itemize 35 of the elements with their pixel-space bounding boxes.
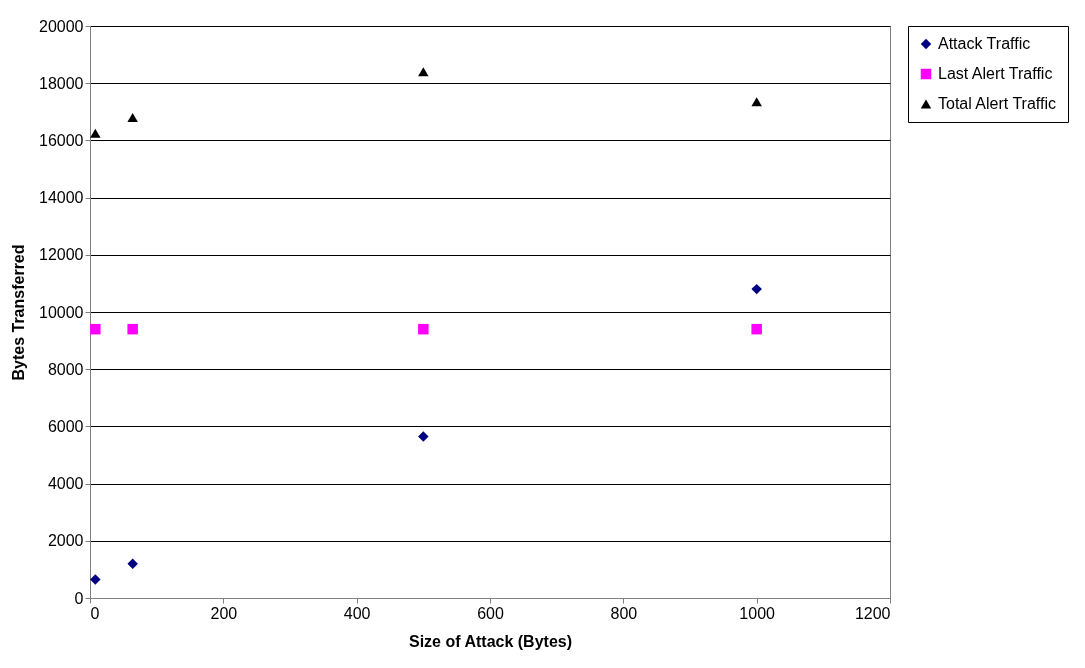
point xyxy=(751,283,762,295)
x-tick-label: 1200 xyxy=(854,604,891,622)
y-tick-label: 16000 xyxy=(39,131,84,149)
point xyxy=(90,574,101,585)
x-axis-title: Size of Attack (Bytes) xyxy=(409,632,572,650)
y-axis-title: Bytes Transferred xyxy=(10,244,28,381)
y-tick-label: 12000 xyxy=(39,246,84,264)
y-tick-label: 4000 xyxy=(47,475,84,493)
point xyxy=(127,558,138,569)
legend-label: Total Alert Traffic xyxy=(938,95,1056,112)
x-tick-label: 800 xyxy=(610,604,638,622)
legend-label: Last Alert Traffic xyxy=(938,65,1053,82)
x-tick-label: 600 xyxy=(477,604,504,622)
point xyxy=(418,323,429,335)
y-tick-label: 10000 xyxy=(39,303,84,321)
y-tick-label: 6000 xyxy=(47,417,84,435)
point xyxy=(418,431,429,442)
x-tick-label: 0 xyxy=(90,604,100,622)
point xyxy=(90,323,101,335)
y-tick-label: 2000 xyxy=(47,532,84,550)
y-tick-label: 0 xyxy=(74,589,84,607)
point xyxy=(127,323,138,335)
x-tick-label: 1000 xyxy=(739,604,776,622)
y-tick-label: 20000 xyxy=(39,17,84,35)
legend-label: Attack Traffic xyxy=(938,35,1031,52)
y-tick-label: 8000 xyxy=(47,360,84,378)
point xyxy=(751,97,762,107)
point xyxy=(127,112,138,123)
point xyxy=(90,128,101,138)
point xyxy=(418,67,429,77)
point xyxy=(751,323,762,335)
y-tick-label: 14000 xyxy=(39,189,84,207)
x-tick-label: 400 xyxy=(343,604,371,622)
x-tick-label: 200 xyxy=(210,604,238,622)
y-tick-label: 18000 xyxy=(39,74,84,92)
